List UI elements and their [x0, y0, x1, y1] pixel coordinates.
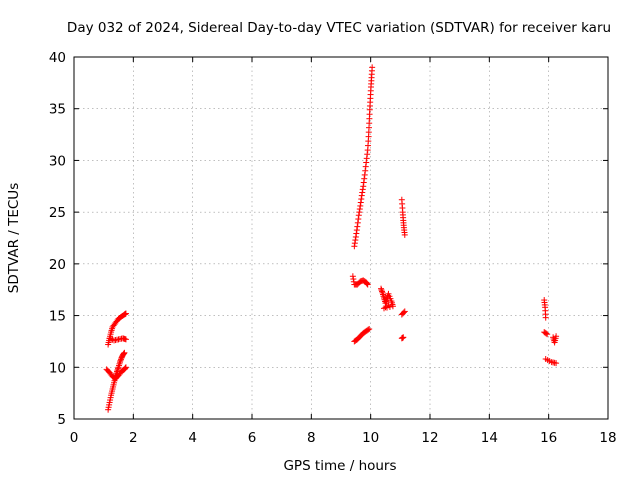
- data-point: [369, 64, 376, 71]
- x-tick-label: 16: [540, 430, 557, 446]
- y-tick-label: 30: [49, 153, 66, 169]
- y-tick-labels: 5 10 15 20 25 30 35 40: [49, 50, 66, 428]
- y-tick-label: 40: [49, 50, 66, 66]
- x-tick-label: 6: [248, 430, 257, 446]
- y-tick-label: 35: [49, 102, 66, 118]
- grid-lines: [74, 57, 608, 419]
- data-point: [364, 281, 371, 288]
- chart-title: Day 032 of 2024, Sidereal Day-to-day VTE…: [67, 20, 611, 36]
- x-tick-label: 18: [599, 430, 616, 446]
- y-tick-label: 15: [49, 309, 66, 325]
- x-tick-labels: 0 2 4 6 8 10 12 14 16 18: [70, 430, 617, 446]
- y-tick-label: 20: [49, 257, 66, 273]
- data-point: [400, 309, 407, 316]
- data-point: [553, 360, 560, 367]
- data-point: [543, 330, 550, 337]
- y-tick-label: 10: [49, 360, 66, 376]
- x-tick-label: 10: [362, 430, 379, 446]
- x-tick-label: 12: [421, 430, 438, 446]
- data-point: [121, 349, 128, 356]
- data-point: [400, 334, 407, 341]
- data-point: [553, 333, 560, 340]
- x-tick-label: 14: [481, 430, 498, 446]
- data-point: [389, 303, 396, 310]
- x-tick-label: 8: [307, 430, 316, 446]
- x-tick-label: 0: [70, 430, 79, 446]
- data-point: [544, 331, 551, 338]
- plot-frame: [73, 56, 609, 420]
- x-tick-label: 2: [129, 430, 138, 446]
- y-axis-label: SDTVAR / TECUs: [6, 183, 22, 293]
- data-point: [385, 302, 392, 309]
- data-point: [383, 303, 390, 310]
- data-point: [365, 326, 372, 333]
- y-tick-label: 25: [49, 205, 66, 221]
- x-axis-label: GPS time / hours: [283, 458, 396, 474]
- x-tick-label: 4: [188, 430, 197, 446]
- data-point: [122, 364, 129, 371]
- data-point: [122, 310, 129, 317]
- data-point: [122, 336, 129, 343]
- axis-ticks: [73, 56, 609, 420]
- data-point: [401, 308, 408, 315]
- data-point: [106, 335, 113, 342]
- data-points: [103, 64, 560, 413]
- data-point: [542, 314, 549, 321]
- data-point: [108, 336, 115, 343]
- y-tick-label: 5: [57, 412, 66, 428]
- data-point: [401, 231, 408, 238]
- data-point: [366, 326, 373, 333]
